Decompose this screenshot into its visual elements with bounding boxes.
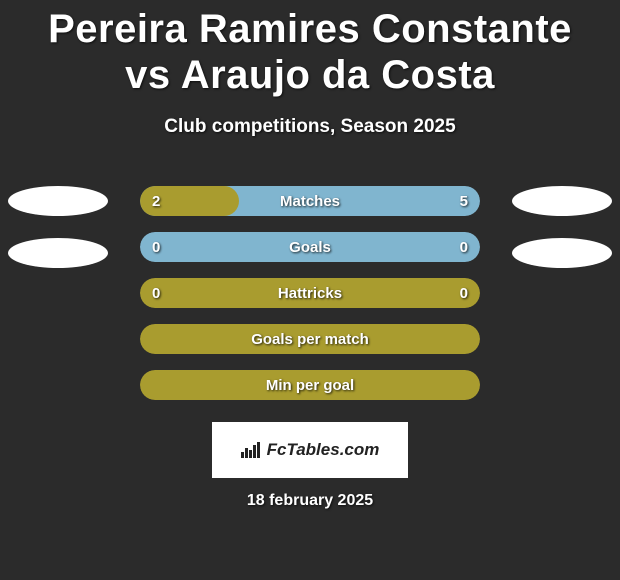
stat-bar: 00Goals	[140, 232, 480, 262]
stat-bar: 00Hattricks	[140, 278, 480, 308]
stat-row: 25Matches	[0, 178, 620, 224]
bar-label: Hattricks	[140, 278, 480, 308]
bar-label: Matches	[140, 186, 480, 216]
stat-row: 00Goals	[0, 224, 620, 270]
stat-row: 00Hattricks	[0, 270, 620, 316]
subtitle: Club competitions, Season 2025	[0, 116, 620, 138]
bar-chart-icon	[241, 442, 261, 458]
date-text: 18 february 2025	[0, 492, 620, 510]
branding-box: FcTables.com	[212, 422, 408, 478]
stat-bar: Goals per match	[140, 324, 480, 354]
player-oval-left	[8, 186, 108, 216]
stat-rows: 25Matches 00Goals 00Hattricks Goals per mat…	[0, 178, 620, 408]
stat-bar: Min per goal	[140, 370, 480, 400]
stat-row: Goals per match	[0, 316, 620, 362]
stat-bar: 25Matches	[140, 186, 480, 216]
infographic-container: Pereira Ramires Constante vs Araujo da C…	[0, 0, 620, 580]
bar-label: Goals per match	[140, 324, 480, 354]
bar-label: Goals	[140, 232, 480, 262]
player-oval-right	[512, 238, 612, 268]
player-oval-left	[8, 238, 108, 268]
page-title: Pereira Ramires Constante vs Araujo da C…	[0, 6, 620, 98]
stat-row: Min per goal	[0, 362, 620, 408]
branding-text: FcTables.com	[267, 440, 380, 460]
bar-label: Min per goal	[140, 370, 480, 400]
player-oval-right	[512, 186, 612, 216]
